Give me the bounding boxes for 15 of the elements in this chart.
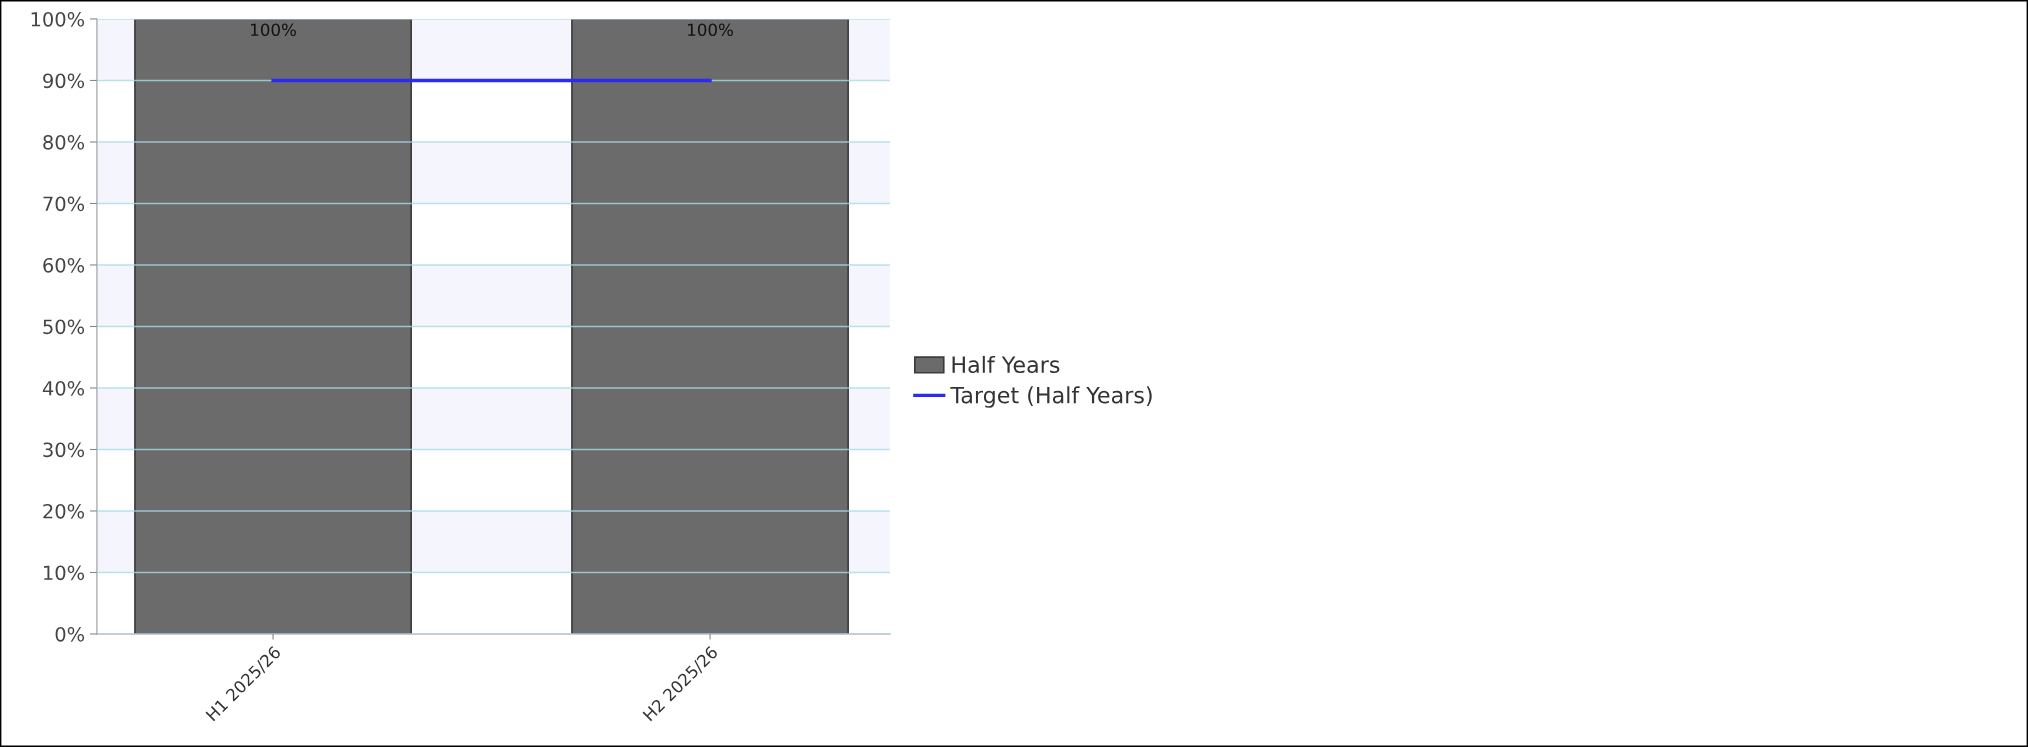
y-tick-label: 20% [43, 503, 85, 519]
data-label: 100% [688, 23, 733, 37]
y-tick-label: 90% [43, 73, 85, 89]
y-tick-label: 100% [31, 11, 85, 27]
y-tick-label: 10% [44, 565, 85, 581]
y-tick-label: 0% [55, 626, 85, 642]
y-tick-label: 80% [43, 134, 85, 150]
y-tick-label: 40% [42, 380, 85, 396]
y-tick-label: 60% [43, 257, 85, 273]
y-tick-label: 70% [43, 196, 85, 212]
legend-label: Target (Half Years) [950, 386, 1152, 408]
data-label: 100% [251, 23, 296, 37]
y-tick-label: 50% [43, 319, 85, 335]
legend-label: Half Years [952, 355, 1060, 374]
y-tick-label: 30% [43, 442, 85, 458]
